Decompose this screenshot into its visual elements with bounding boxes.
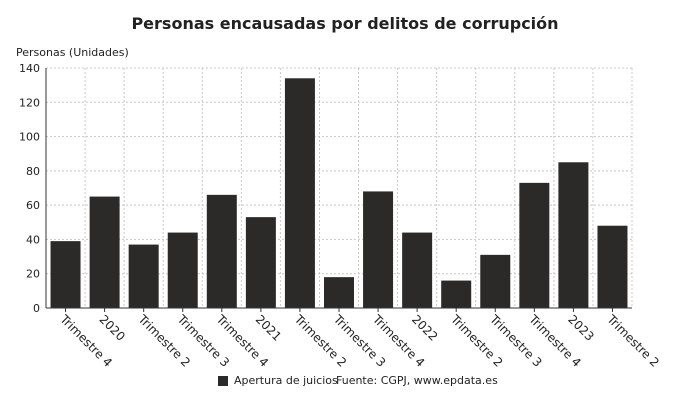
legend: Apertura de juicios [218,374,338,387]
bar [206,194,237,308]
bar [50,241,81,308]
x-tick-label: 2021 [253,312,284,343]
y-tick-label: 140 [19,62,40,75]
chart-title: Personas encausadas por delitos de corru… [131,14,559,33]
bar [480,254,511,308]
y-axis-label: Personas (Unidades) [16,46,129,59]
bar [245,217,276,308]
bar [402,232,433,308]
x-tick-label: 2022 [409,312,440,343]
source-note: Fuente: CGPJ, www.epdata.es [336,374,498,387]
legend-label: Apertura de juicios [234,374,338,387]
bar [558,162,589,308]
bar [441,280,472,308]
y-tick-label: 60 [26,199,40,212]
y-tick-label: 0 [33,302,40,315]
bar [167,232,198,308]
x-tick-label: 2020 [96,312,127,343]
bar [597,225,628,308]
y-tick-label: 20 [26,268,40,281]
bar [324,277,354,308]
y-tick-label: 80 [26,165,40,178]
legend-swatch [218,375,228,386]
bar [363,191,394,308]
y-tick-label: 40 [26,233,40,246]
bar [89,196,120,308]
y-tick-label: 120 [19,96,40,109]
x-tick-label: Trimestre 2 [604,312,662,370]
bar [284,78,315,309]
bar [519,182,550,308]
bar [128,244,159,308]
x-tick-label: 2023 [565,312,596,343]
y-tick-label: 100 [19,131,40,144]
